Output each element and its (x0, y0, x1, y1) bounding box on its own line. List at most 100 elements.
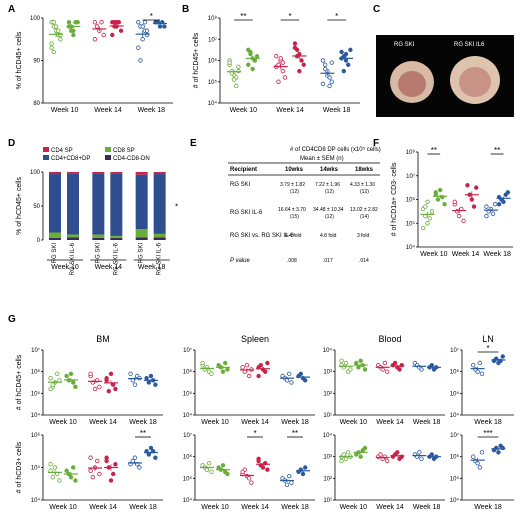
group-label: Week 10 (49, 504, 77, 511)
data-point (248, 49, 253, 55)
data-point (148, 445, 154, 451)
data-point (496, 202, 502, 207)
data-point (348, 47, 353, 53)
data-point (280, 60, 286, 65)
data-point (104, 458, 109, 464)
data-point (322, 62, 328, 67)
data-point (250, 66, 255, 72)
bar-segment (49, 237, 61, 240)
data-point (92, 20, 98, 25)
thymus-left-inner (398, 71, 426, 97)
significance-marker: *** (483, 429, 492, 438)
panel-label-c: C (373, 4, 380, 15)
data-point (276, 79, 281, 84)
data-point (274, 54, 279, 59)
significance-marker: * (150, 12, 153, 21)
y-tick-label: 10⁷ (450, 347, 459, 354)
data-point (484, 204, 489, 209)
data-point (320, 81, 326, 87)
data-point (153, 455, 158, 460)
y-tick-label: 10⁶ (31, 432, 41, 439)
y-tick-label: 10⁵ (208, 79, 218, 86)
data-point (429, 362, 434, 368)
bar-label: RG SKI IL-6 (113, 242, 119, 275)
chart-title: BM (96, 334, 110, 344)
bar-segment (110, 172, 123, 174)
group-label: Week 18 (281, 504, 309, 511)
bar-segment (49, 174, 61, 233)
y-tick-label: 10⁷ (450, 432, 459, 439)
group-label: Week 18 (483, 251, 511, 258)
y-tick-label: 0 (37, 238, 41, 244)
data-point (73, 384, 78, 390)
table-cell: 13.02 ± 2.82 (350, 207, 378, 213)
table-cell: .017 (323, 258, 333, 264)
data-point (479, 450, 485, 455)
data-point (322, 66, 328, 72)
group-label: Week 10 (340, 504, 368, 511)
data-point (301, 62, 306, 67)
y-tick-label: 10⁶ (31, 369, 41, 376)
y-tick-label: 10⁵ (450, 475, 460, 482)
data-point (501, 199, 506, 205)
data-point (341, 68, 346, 74)
y-axis-label: % of hCD45+ cells (16, 31, 23, 89)
data-point (339, 49, 344, 55)
bar-segment (67, 173, 79, 235)
data-point (51, 49, 56, 55)
bar-segment (110, 173, 123, 236)
data-point (68, 28, 74, 33)
chart-g-bm-3: 10⁴ 10⁵ 10⁶ # of hCD3+ cells Week 10 Week 14 W… (16, 429, 163, 511)
group-label: Week 18 (474, 419, 502, 426)
data-point (48, 386, 53, 392)
data-point (99, 20, 104, 25)
group-label: Week 10 (51, 107, 79, 114)
y-tick-label: 10⁸ (208, 15, 218, 22)
data-point (252, 58, 258, 63)
bar-segment (135, 172, 148, 175)
table-cell: 4.33 ± 1.30 (350, 182, 375, 188)
data-point (452, 199, 457, 205)
table-row-label: RG SKI (230, 182, 251, 188)
data-point (244, 362, 250, 368)
data-point (397, 367, 402, 372)
data-point (113, 386, 118, 392)
y-tick-label: 10⁵ (183, 390, 193, 397)
data-point (140, 37, 145, 42)
group-label: Week 18 (323, 107, 351, 114)
data-point (220, 369, 226, 374)
y-tick-label: 10⁴ (450, 497, 460, 504)
chart-g-blood-3: 10¹ 10² 10³ 10⁴ Week 10 Week 14 Week 18 (323, 432, 445, 511)
data-point (225, 471, 230, 477)
data-point (206, 460, 212, 466)
y-axis-label: # of hCD45+ cells (16, 354, 23, 410)
table-col-18wks: 18wks (355, 167, 374, 173)
group-label: Week 10 (420, 251, 448, 258)
data-point (490, 211, 496, 216)
data-point (116, 20, 122, 25)
data-point (101, 32, 106, 38)
data-point (465, 183, 470, 188)
data-point (427, 216, 432, 221)
significance-marker: * (335, 12, 338, 21)
bar-label: RG SKI (52, 243, 58, 264)
y-tick-label: 10⁶ (183, 454, 193, 461)
legend-label: CD8 SP (113, 148, 135, 154)
data-point (71, 32, 76, 38)
group-label: Week 18 (129, 504, 157, 511)
y-tick-label: 10⁶ (208, 58, 218, 65)
data-point (227, 60, 232, 65)
data-point (289, 480, 294, 485)
bar-segment (153, 174, 166, 234)
bar-segment (67, 237, 79, 240)
data-point (256, 373, 261, 379)
y-axis-label: # of hCD3+ cells (16, 441, 23, 493)
data-point (327, 83, 332, 89)
data-point (52, 465, 58, 470)
data-point (362, 445, 368, 451)
data-point (292, 41, 298, 46)
group-label: Week 10 (201, 419, 229, 426)
y-tick-label: 10⁴ (208, 100, 218, 107)
y-tick-label: 10¹ (323, 413, 332, 419)
y-tick-label: 50 (33, 204, 40, 210)
